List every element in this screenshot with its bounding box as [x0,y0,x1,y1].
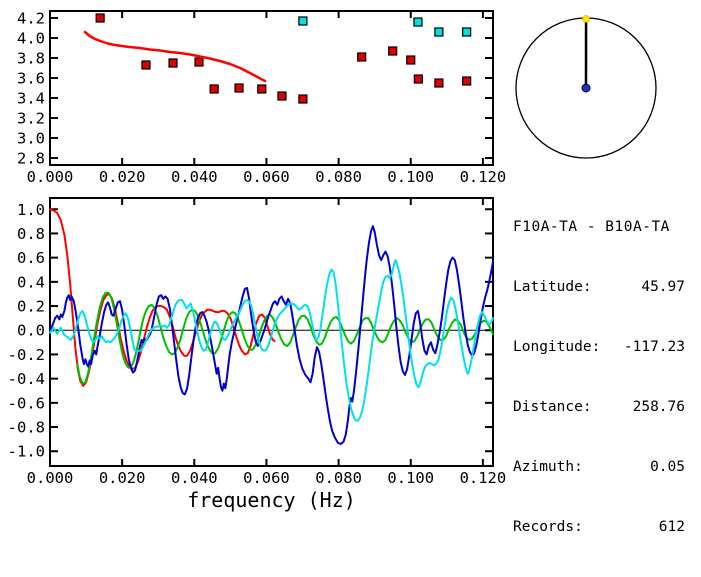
info-row-azimuth: Azimuth: 0.05 [513,457,685,477]
red-square-measurements-marker [389,47,397,55]
x-tick-label: 0.040 [171,469,218,487]
red-square-measurements-marker [278,92,286,100]
x-tick-label: 0.100 [387,168,434,186]
cyan-square-measurements-marker [414,18,422,26]
phase-velocity-panel: 0.000 0.020 0.040 0.060 0.080 0.100 0.120 2.8 3.… [17,10,506,187]
x-tick-label: 0.080 [315,168,362,186]
station-info-block: F10A-TA - B10A-TA Latitude: 45.97 Longit… [513,177,685,577]
y-tick-label: -0.6 [8,394,45,412]
green-model-curve [77,293,493,384]
y-tick-label: 3.4 [17,90,45,108]
azimuth-value: 0.05 [650,457,685,477]
info-row-records: Records: 612 [513,517,685,537]
y-tick-label: -1.0 [8,443,45,461]
y-tick-label: 4.0 [17,30,45,48]
longitude-value: -117.23 [624,337,685,357]
red-square-measurements-marker [358,53,366,61]
x-axis-title: frequency (Hz) [187,488,356,512]
x-tick-label: 0.060 [243,469,290,487]
red-square-measurements-marker [142,61,150,69]
red-square-measurements-marker [96,14,104,22]
y-tick-label: 0.0 [17,322,45,340]
info-row-distance: Distance: 258.76 [513,397,685,417]
y-tick-label: 0.6 [17,249,45,267]
distance-label: Distance: [513,397,592,417]
red-square-measurements-marker [435,79,443,87]
cyan-square-measurements-marker [463,28,471,36]
y-tick-label: 0.4 [17,273,45,291]
x-tick-label: 0.120 [460,168,507,186]
y-tick-label: 2.8 [17,150,45,168]
station-pair-label: F10A-TA - B10A-TA [513,217,685,237]
azimuth-dial [516,16,656,158]
x-tick-label: 0.000 [27,168,74,186]
red-square-measurements-marker [210,85,218,93]
latitude-label: Latitude: [513,277,592,297]
red-square-measurements-marker [299,95,307,103]
x-tick-label: 0.080 [315,469,362,487]
cyan-square-measurements-marker [299,17,307,25]
records-label: Records: [513,517,583,537]
figure-window: 0.000 0.020 0.040 0.060 0.080 0.100 0.120 2.8 3.… [0,0,701,519]
axes-box [50,11,493,165]
latitude-value: 45.97 [641,277,685,297]
y-tick-label: 3.8 [17,50,45,68]
y-tick-label: 3.2 [17,110,45,128]
red-square-measurements-marker [258,85,266,93]
y-tick-label: 0.2 [17,298,45,316]
info-row-latitude: Latitude: 45.97 [513,277,685,297]
x-tick-label: 0.000 [27,469,74,487]
red-square-measurements-marker [414,75,422,83]
y-tick-label: -0.2 [8,346,45,364]
reference-dispersion-curve [85,32,265,81]
y-tick-label: -0.4 [8,370,45,388]
y-tick-label: 1.0 [17,201,45,219]
red-square-measurements-marker [463,77,471,85]
cyan-square-measurements-marker [435,28,443,36]
cyan-observed-curve [50,260,493,421]
red-square-measurements-marker [195,58,203,66]
y-tick-label: 0.8 [17,225,45,243]
x-tick-label: 0.100 [387,469,434,487]
distance-value: 258.76 [633,397,685,417]
x-tick-label: 0.120 [460,469,507,487]
records-value: 612 [659,517,685,537]
longitude-label: Longitude: [513,337,600,357]
x-tick-label: 0.020 [99,168,146,186]
dial-center-dot [582,84,590,92]
x-tick-label: 0.060 [243,168,290,186]
cross-spectrum-panel: 0.000 0.020 0.040 0.060 0.080 0.100 0.120 -1.0 -… [8,198,507,512]
red-square-measurements-marker [407,56,415,64]
y-tick-label: 3.0 [17,130,45,148]
azimuth-label: Azimuth: [513,457,583,477]
y-tick-label: -0.8 [8,419,45,437]
x-tick-label: 0.020 [99,469,146,487]
red-square-measurements-marker [169,59,177,67]
info-row-longitude: Longitude: -117.23 [513,337,685,357]
y-tick-label: 3.6 [17,70,45,88]
needle-tip-dot [583,16,590,23]
y-tick-label: 4.2 [17,10,45,28]
x-tick-label: 0.040 [171,168,218,186]
red-square-measurements-marker [235,84,243,92]
